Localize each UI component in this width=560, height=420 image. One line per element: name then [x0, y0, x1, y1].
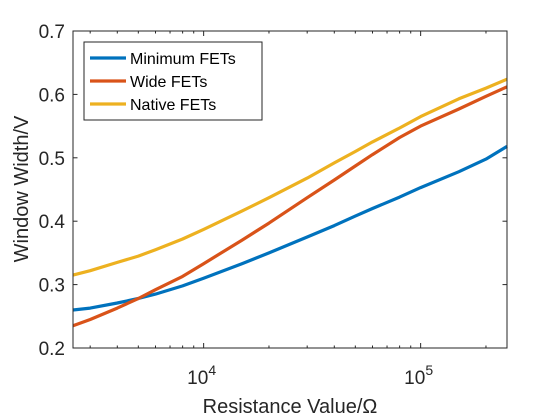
- legend-label: Wide FETs: [130, 74, 207, 91]
- legend-label: Minimum FETs: [130, 51, 236, 68]
- y-tick-label: 0.5: [39, 149, 65, 170]
- y-tick-label: 0.2: [39, 339, 65, 360]
- legend-label: Native FETs: [130, 97, 216, 114]
- x-tick-base: 10: [187, 368, 208, 389]
- y-axis-title: Window Width/V: [11, 115, 33, 262]
- y-tick-label: 0.4: [39, 212, 66, 233]
- series-line-2: [72, 85, 508, 328]
- legend: Minimum FETs Wide FETs Native FETs: [83, 41, 263, 121]
- y-tick-label: 0.6: [39, 85, 65, 106]
- x-tick-exponent: 5: [425, 362, 433, 378]
- x-tick-label: 104: [187, 362, 216, 389]
- y-tick-labels: 0.2 0.3 0.4 0.5 0.6 0.7: [39, 22, 66, 360]
- x-tick-base: 10: [404, 368, 425, 389]
- x-tick-exponent: 4: [208, 362, 216, 378]
- y-tick-label: 0.7: [39, 22, 65, 43]
- x-tick-label: 105: [404, 362, 433, 389]
- series-layer: [72, 77, 508, 328]
- plot-frame: [72, 30, 508, 349]
- x-axis-title: Resistance Value/Ω: [203, 396, 378, 418]
- y-tick-label: 0.3: [39, 276, 65, 297]
- series-line-3: [72, 77, 508, 277]
- x-tick-labels: 104 105: [187, 362, 433, 389]
